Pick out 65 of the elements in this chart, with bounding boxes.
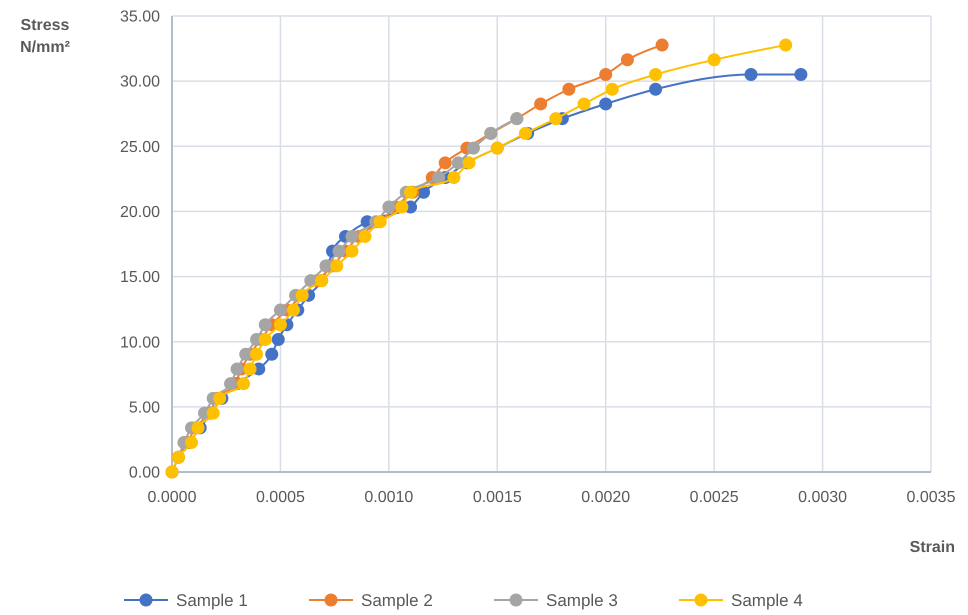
point <box>599 97 612 110</box>
point <box>562 82 576 96</box>
x-tick-label: 0.0030 <box>798 489 848 506</box>
point <box>274 304 287 317</box>
point <box>244 362 257 376</box>
point <box>224 377 238 390</box>
x-tick-label: 0.0035 <box>906 489 956 506</box>
x-tick-label: 0.0020 <box>581 489 630 506</box>
point <box>578 97 591 110</box>
point <box>708 53 721 66</box>
legend-label: Sample 2 <box>361 590 433 610</box>
point <box>237 377 250 390</box>
point <box>549 112 562 126</box>
point <box>620 53 634 66</box>
point <box>466 142 480 155</box>
point <box>462 156 476 170</box>
point <box>265 348 278 361</box>
y-tick-label: 15.00 <box>120 269 160 286</box>
y-tick-label: 25.00 <box>120 138 160 156</box>
y-axis-title: Stress N/mm² <box>20 17 70 56</box>
point <box>649 82 662 96</box>
point <box>272 333 285 346</box>
point <box>432 171 446 184</box>
legend-label: Sample 4 <box>731 590 803 610</box>
point <box>656 38 669 52</box>
y-tick-label: 5.00 <box>128 399 160 416</box>
x-tick-label: 0.0025 <box>690 489 739 506</box>
point <box>258 318 272 332</box>
point <box>599 68 612 81</box>
point <box>239 348 252 361</box>
point <box>649 68 662 81</box>
y-tick-label: 30.00 <box>120 74 160 91</box>
point <box>345 244 358 258</box>
y-tick-label: 0.00 <box>128 464 160 482</box>
point <box>345 230 358 243</box>
x-tick-label: 0.0015 <box>472 489 522 506</box>
legend-label: Sample 3 <box>546 590 618 610</box>
point <box>744 68 758 81</box>
point <box>518 126 532 140</box>
x-tick-label: 0.0000 <box>148 489 197 506</box>
point <box>319 259 332 272</box>
point <box>258 333 272 346</box>
point <box>230 362 244 376</box>
x-axis-title: Strain <box>910 539 955 556</box>
point <box>286 304 300 317</box>
point <box>534 97 548 110</box>
point <box>332 244 346 258</box>
legend-label: Sample 1 <box>176 590 248 610</box>
point <box>794 68 808 81</box>
point <box>185 436 198 450</box>
point <box>779 38 792 52</box>
point <box>382 200 396 214</box>
point <box>447 171 460 184</box>
point <box>438 156 452 170</box>
x-tick-label: 0.0005 <box>256 489 305 506</box>
point <box>330 259 344 272</box>
y-tick-label: 10.00 <box>120 334 160 352</box>
point <box>395 200 408 214</box>
point <box>274 318 287 332</box>
point <box>250 348 264 361</box>
point <box>358 230 372 243</box>
y-tick-label: 35.00 <box>120 8 160 26</box>
point <box>606 82 619 96</box>
y-tick-label: 20.00 <box>120 204 160 222</box>
x-tick-label: 0.0010 <box>364 489 414 506</box>
